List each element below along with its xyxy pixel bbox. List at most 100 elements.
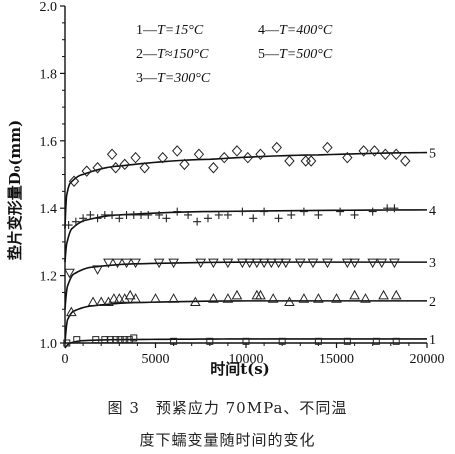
marker-triangle-up [189,296,201,307]
marker-triangle-up [298,293,310,303]
marker-triangle-down [294,258,306,269]
legend-number: 2— [136,47,158,62]
y-tick-label: 1.8 [40,67,58,82]
marker-square [101,336,109,344]
legend-text: T=400°C [279,23,333,38]
marker-triangle-down [265,258,277,269]
marker-triangle-up [222,293,234,303]
marker-plus [274,214,283,223]
marker-triangle-down [195,258,207,269]
figure-caption-line-2: 度下蠕变量随时间的变化 [139,431,316,449]
marker-triangle-up [168,293,179,303]
marker-triangle-down [64,268,75,279]
marker-diamond [219,151,230,164]
marker-square [125,336,133,344]
legend-text: T=500°C [279,47,333,62]
legend-entry-1: 1—T=15°C [136,23,204,38]
marker-triangle-down [349,258,360,269]
marker-triangle-down [280,258,292,269]
marker-triangle-down [121,258,132,269]
axes: 0 5000 10000 15000 20000 1.0 1.2 1.4 1.6 1.8 2.0 [40,0,445,367]
legend-number: 3— [136,71,158,86]
marker-triangle-up [150,293,161,303]
marker-square [314,337,322,345]
marker-triangle-up [255,289,266,300]
legend-text: T=300°C [157,71,211,86]
marker-diamond [81,165,92,177]
data-markers [63,141,411,347]
x-tick-label: 15000 [319,352,354,367]
marker-diamond [358,145,369,157]
marker-plus [249,214,258,223]
marker-triangle-down [153,258,165,269]
marker-plus [368,207,377,216]
marker-square [112,336,120,344]
marker-square [63,339,71,347]
marker-diamond [130,151,141,164]
series-label-3: 3 [429,256,436,271]
legend-text: T=15°C [157,23,204,38]
marker-diamond [242,151,253,164]
marker-square [206,337,214,345]
marker-plus [223,210,232,219]
marker-triangle-up [113,293,125,303]
y-tick-label: 2.0 [40,0,58,15]
marker-plus [137,210,146,219]
marker-plus [260,207,269,216]
marker-diamond [369,145,380,157]
marker-diamond [284,155,295,167]
marker-plus [383,204,392,213]
legend-entry-4: 4—T=400°C [258,23,333,38]
legend-entry-3: 3—T=300°C [136,71,211,86]
y-tick-label: 1.6 [40,135,58,150]
legend-text: T≈150°C [157,47,209,62]
marker-plus [86,210,95,219]
marker-diamond [139,162,150,174]
y-tick-label: 1.4 [40,202,58,217]
marker-triangle-up [313,293,324,303]
marker-diamond [391,148,402,161]
legend-number: 5— [258,47,280,62]
marker-triangle-up [208,293,219,303]
marker-diamond [255,148,266,161]
x-axis-label: 时间t(s) [210,360,270,378]
marker-triangle-up [378,289,389,300]
marker-plus [336,207,345,216]
marker-square [73,336,81,344]
legend-entry-2: 2—T≈150°C [136,47,209,62]
marker-plus [299,207,308,216]
marker-triangle-down [389,258,400,269]
marker-plus [115,214,124,223]
series-label-4: 4 [429,204,436,219]
marker-triangle-down [322,258,333,269]
marker-square [106,336,114,344]
marker-diamond [119,158,130,171]
marker-diamond [157,151,168,164]
chart: 0 5000 10000 15000 20000 1.0 1.2 1.4 1.6 1.8 2.0 1… [6,0,445,378]
marker-plus [203,214,212,223]
marker-triangle-down [112,258,123,269]
marker-square [116,336,124,344]
marker-plus [144,210,153,219]
marker-square [392,337,400,345]
marker-diamond [68,175,80,187]
marker-triangle-up [267,293,279,303]
x-tick-label: 20000 [410,352,445,367]
marker-triangle-down [237,258,248,269]
marker-square [170,337,178,345]
marker-triangle-down [251,258,263,269]
marker-triangle-up [108,293,120,303]
marker-diamond [92,162,103,174]
marker-plus [71,217,80,226]
marker-triangle-up [349,289,360,300]
marker-square [92,336,100,344]
marker-plus [193,217,202,226]
marker-plus [64,221,73,230]
marker-diamond [342,151,353,164]
marker-plus [390,204,399,213]
marker-triangle-down [342,258,353,269]
marker-diamond [380,148,391,161]
x-tick-label: 0 [62,352,69,367]
marker-triangle-up [103,296,114,307]
marker-plus [350,210,359,219]
